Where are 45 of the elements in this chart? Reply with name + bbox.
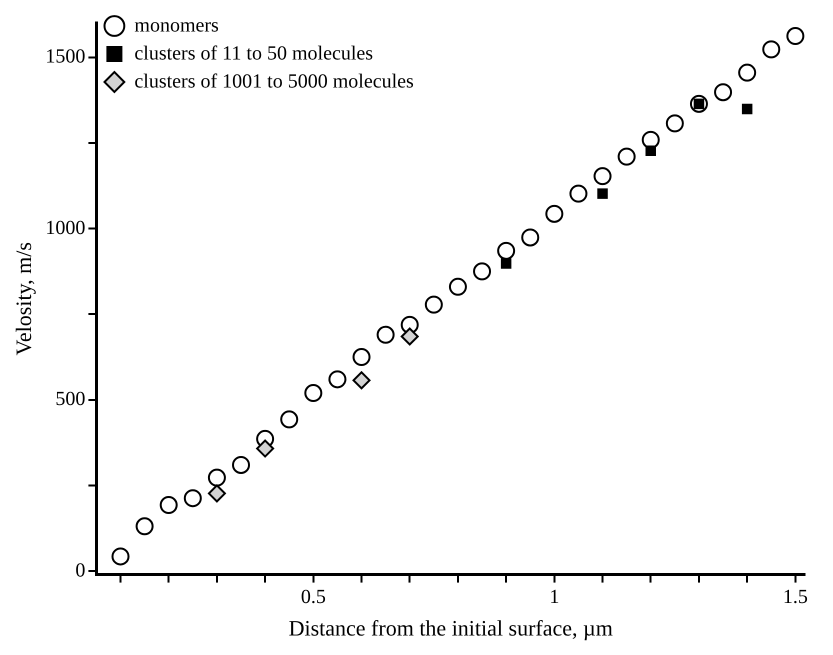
point <box>742 104 752 114</box>
point <box>448 278 467 296</box>
point <box>666 114 684 132</box>
point <box>618 148 636 166</box>
point <box>545 204 564 223</box>
point <box>184 489 202 508</box>
point <box>256 440 274 458</box>
y-tick-label: 0 <box>75 559 86 582</box>
point <box>738 64 756 82</box>
point <box>112 547 130 566</box>
point <box>473 262 492 280</box>
legend-label: clusters of 11 to 50 molecules <box>134 42 374 64</box>
point <box>762 40 780 58</box>
point <box>497 242 516 260</box>
point <box>208 468 226 487</box>
point <box>569 184 588 203</box>
legend-label: monomers <box>134 14 220 36</box>
point <box>304 384 322 402</box>
point <box>328 370 346 388</box>
point <box>424 296 443 314</box>
point <box>594 167 612 186</box>
point <box>521 228 540 246</box>
y-tick-label: 1000 <box>45 216 86 239</box>
y-axis-title: Velosity, m/s <box>10 242 36 356</box>
y-tick-label: 1500 <box>45 46 86 68</box>
point <box>714 83 732 102</box>
x-tick-label: 0.5 <box>300 586 326 608</box>
point <box>280 410 298 428</box>
point <box>400 327 419 346</box>
point <box>232 456 250 474</box>
point <box>208 484 226 502</box>
legend-label: clusters of 1001 to 5000 molecules <box>134 70 414 92</box>
point <box>500 258 512 269</box>
x-tick-label: 1.5 <box>782 586 808 608</box>
y-tick-label: 500 <box>55 388 86 410</box>
point <box>376 326 395 344</box>
x-tick-label: 1 <box>549 586 560 608</box>
point <box>160 496 178 514</box>
point <box>646 146 656 156</box>
point <box>352 371 371 390</box>
point <box>786 27 804 46</box>
x-axis-title: Distance from the initial surface, µm <box>288 616 613 641</box>
point <box>352 348 371 366</box>
point <box>597 188 608 199</box>
point <box>136 517 154 536</box>
